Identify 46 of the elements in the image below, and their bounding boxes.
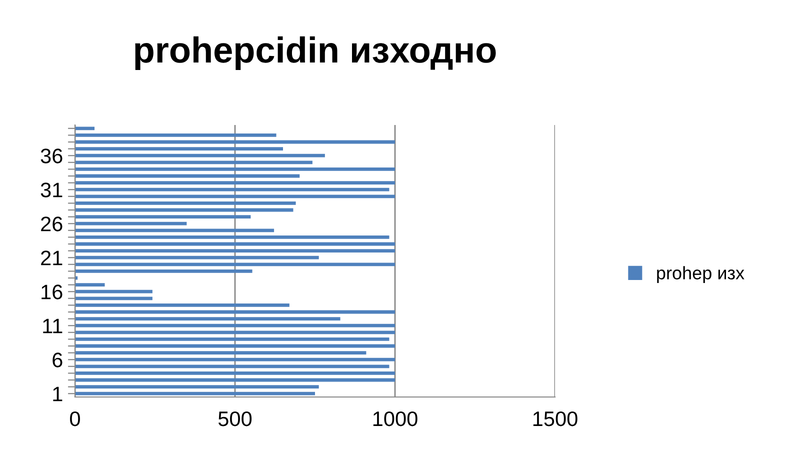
bar xyxy=(75,126,95,130)
bar xyxy=(75,262,395,266)
bar xyxy=(75,283,105,286)
y-tick-label: 26 xyxy=(41,216,62,232)
bar xyxy=(75,188,390,192)
bar xyxy=(75,290,152,294)
bar xyxy=(75,154,325,158)
x-tick-label: 500 xyxy=(218,411,252,426)
x-tick-label: 1500 xyxy=(533,411,578,426)
bar xyxy=(75,324,395,328)
bar xyxy=(75,249,395,252)
bar xyxy=(75,194,395,198)
bar xyxy=(75,392,315,396)
bar xyxy=(75,330,395,334)
y-tick-label: 16 xyxy=(42,284,62,300)
y-tick-label: 6 xyxy=(52,352,62,368)
x-tick-label: 0 xyxy=(70,411,80,426)
y-tick-label: 11 xyxy=(43,318,62,334)
bar xyxy=(75,160,312,164)
bar xyxy=(75,317,340,320)
bar xyxy=(75,338,390,341)
bar xyxy=(75,202,296,205)
bar xyxy=(75,147,283,150)
y-tick-label: 21 xyxy=(41,250,62,266)
bar xyxy=(75,256,319,260)
bar xyxy=(75,181,395,184)
bar xyxy=(75,372,395,375)
y-tick-label: 1 xyxy=(53,386,62,402)
bar xyxy=(75,296,152,300)
bar xyxy=(75,168,395,171)
bar xyxy=(75,358,395,362)
bar xyxy=(75,385,319,388)
bar xyxy=(75,228,274,232)
bar xyxy=(75,222,187,226)
legend-label: prohep изх xyxy=(657,266,744,284)
y-tick-label: 36 xyxy=(40,148,62,164)
bar xyxy=(75,304,290,307)
x-tick-label: 1000 xyxy=(373,411,418,426)
bar xyxy=(75,270,252,273)
bar xyxy=(75,134,276,137)
bar xyxy=(75,364,390,368)
y-tick-label: 31 xyxy=(40,182,62,198)
bar xyxy=(75,236,390,239)
bar xyxy=(75,351,366,354)
chart-title: prohepcidin изходно xyxy=(135,36,496,70)
bar xyxy=(75,215,251,218)
